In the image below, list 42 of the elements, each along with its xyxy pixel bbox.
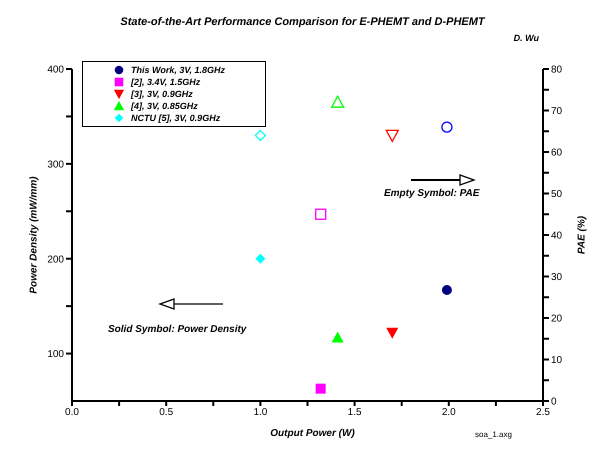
text: D. Wu bbox=[514, 33, 539, 43]
point bbox=[441, 121, 453, 133]
x-tick-label: 1.5 bbox=[348, 407, 362, 418]
x-tick-label: 0.5 bbox=[159, 407, 174, 418]
annotation: Solid Symbol: Power Density bbox=[108, 324, 246, 335]
x-tick-label: 0.0 bbox=[65, 407, 80, 418]
y2-tick-label: 10 bbox=[551, 355, 563, 366]
y2-tick-label: 0 bbox=[551, 396, 557, 408]
annotation: Empty Symbol: PAE bbox=[384, 188, 480, 199]
point bbox=[442, 285, 452, 296]
point bbox=[386, 130, 399, 142]
point bbox=[255, 254, 266, 264]
y-tick-label: 100 bbox=[47, 349, 64, 360]
legend-label: This Work, 3V, 1.8GHz bbox=[131, 65, 226, 75]
y2-tick-label: 30 bbox=[551, 272, 563, 284]
point bbox=[332, 331, 344, 342]
legend-label: [4], 3V, 0.85GHz bbox=[131, 101, 198, 111]
y-tick-label: 200 bbox=[47, 254, 64, 266]
y2-tick-label: 60 bbox=[551, 148, 563, 159]
point bbox=[330, 96, 344, 108]
y2-axis-title: PAE (%) bbox=[576, 216, 588, 254]
y-tick-label: 300 bbox=[47, 159, 64, 170]
x-tick-label: 1.0 bbox=[253, 407, 268, 418]
y2-tick-label: 40 bbox=[551, 230, 563, 242]
point bbox=[315, 208, 326, 220]
point bbox=[254, 130, 266, 142]
y-tick-label: 400 bbox=[47, 64, 64, 76]
legend-label: [2], 3.4V, 1.5GHz bbox=[131, 77, 200, 87]
y2-tick-label: 20 bbox=[551, 314, 563, 325]
legend-label: [3], 3V, 0.9GHz bbox=[131, 89, 193, 99]
text: soa_1.axg bbox=[475, 430, 512, 439]
chart-title: State-of-the-Art Performance Comparison for E-PHEMT and D-PHEMT bbox=[119, 16, 486, 28]
y2-tick-label: 50 bbox=[551, 189, 563, 200]
x-tick-label: 2.0 bbox=[442, 407, 456, 418]
x-axis-title: Output Power (W) bbox=[270, 428, 355, 439]
y2-tick-label: 70 bbox=[551, 106, 563, 118]
x-tick-label: 2.5 bbox=[536, 407, 550, 418]
point bbox=[386, 328, 398, 339]
y2-tick-label: 80 bbox=[551, 64, 563, 76]
y-axis-title: Power Density (mW/mm) bbox=[28, 176, 40, 294]
legend-label: NCTU [5], 3V, 0.9GHz bbox=[131, 113, 220, 123]
point bbox=[316, 384, 326, 394]
